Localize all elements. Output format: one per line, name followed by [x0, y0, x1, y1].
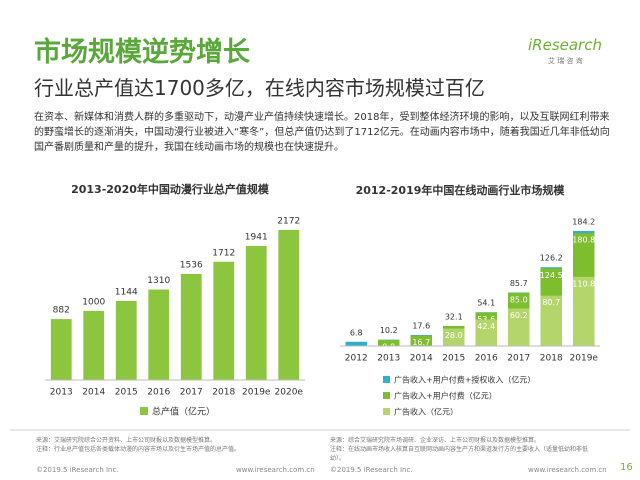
x-tick-label: 2014 [82, 388, 105, 398]
page-number: 16 [620, 462, 633, 473]
url: www.iresearch.com.cn [236, 466, 315, 474]
logo-sub: 艾 瑞 咨 询 [548, 57, 583, 65]
x-tick-label: 2017 [180, 388, 203, 398]
bar [443, 328, 465, 346]
bar [213, 261, 235, 380]
bar [345, 341, 367, 346]
x-tick-label: 2014 [410, 354, 433, 364]
value-label: 85.7 [510, 279, 528, 288]
note-text: 注释：在线动画市场收入核算自互联网动画内容生产方和渠道发行方的主要收入（适量低幼… [330, 446, 589, 462]
bar [50, 319, 72, 380]
value-label: 17.6 [412, 322, 430, 331]
bar [540, 295, 562, 346]
copyright: ©2019.5 iResearch Inc. [36, 466, 119, 474]
legend-swatch [140, 407, 148, 415]
subtitle: 行业总产值达1700多亿，在线内容市场规模过百亿 [34, 76, 485, 100]
value-label: 180.8 [572, 236, 595, 245]
source-text: 来源：艾瑞研究院综合公开资料、上市公司财报以及数据模型推算。 [36, 437, 217, 444]
x-tick-label: 2013 [50, 388, 73, 398]
value-label: 10.2 [380, 326, 398, 335]
x-tick-label: 2015 [442, 354, 465, 364]
value-label: 1000 [82, 297, 105, 307]
value-label: 16.7 [412, 338, 430, 347]
copyright: ©2019.5 iResearch Inc. [330, 466, 413, 474]
value-label: 882 [53, 306, 70, 316]
value-label: 9.8 [382, 342, 395, 351]
bar [573, 276, 595, 346]
value-label: 60.2 [510, 311, 528, 320]
legend-swatch [383, 376, 390, 383]
value-label: 80.7 [542, 298, 560, 307]
value-label: 184.2 [572, 218, 595, 227]
legend-label: 广告收入（亿元） [394, 407, 458, 417]
bar [508, 308, 530, 346]
source: 来源：综合艾瑞研究院市场调研、企业深访、上市公司财报以及数据模型推算。注释：在线… [330, 436, 600, 463]
value-label: 110.8 [572, 279, 595, 288]
legend-swatch [383, 408, 390, 415]
value-label: 1310 [147, 276, 170, 286]
value-label: 1712 [212, 248, 235, 258]
legend-label: 广告收入+用户付费（亿元） [394, 391, 497, 401]
source: 来源：艾瑞研究院综合公开资料、上市公司财报以及数据模型推算。注释：行业总产值包括… [36, 436, 240, 454]
note-text: 注释：行业总产值包括各类载体动漫的内容市场以及衍生市场产值的总产值。 [36, 446, 241, 453]
bar [278, 230, 300, 380]
value-label: 1941 [245, 232, 268, 242]
legend-swatch [383, 392, 390, 399]
chart-title: 2012-2019年中国在线动画行业市场规模 [355, 184, 565, 197]
value-label: 6.8 [350, 328, 363, 337]
value-label: 2172 [277, 217, 300, 227]
x-tick-label: 2016 [147, 388, 170, 398]
value-label: 1144 [115, 287, 138, 297]
source-text: 来源：综合艾瑞研究院市场调研、企业深访、上市公司财报以及数据模型推算。 [330, 437, 541, 444]
x-tick-label: 2015 [115, 388, 138, 398]
bar [148, 289, 170, 380]
value-label: 42.4 [477, 322, 495, 331]
x-tick-label: 2018 [540, 354, 563, 364]
value-label: 28.0 [445, 331, 463, 340]
x-tick-label: 2016 [475, 354, 498, 364]
body-text: 在资本、新媒体和消费人群的多重驱动下，动漫产业产值持续快速增长。2018年，受到… [34, 112, 610, 153]
bar [83, 310, 105, 380]
slide-title: 市场规模逆势增长 [34, 37, 250, 68]
legend-label: 总产值（亿元） [152, 406, 215, 418]
bar [378, 339, 400, 346]
bar [115, 300, 137, 380]
value-label: 85.0 [510, 295, 528, 304]
chart-title: 2013-2020年中国动漫行业总产值规模 [71, 182, 270, 196]
value-label: 54.1 [477, 299, 495, 308]
value-label: 124.5 [540, 271, 563, 280]
value-label: 1536 [180, 260, 203, 270]
x-tick-label: 2018 [212, 388, 235, 398]
bar [180, 273, 202, 380]
url: www.iresearch.com.cn [528, 466, 607, 474]
x-tick-label: 2017 [507, 354, 530, 364]
x-tick-label: 2020e [275, 388, 304, 398]
x-tick-label: 2019e [242, 388, 271, 398]
value-label: 32.1 [445, 312, 463, 321]
x-tick-label: 2012 [345, 354, 368, 364]
value-label: 126.2 [540, 254, 563, 263]
x-tick-label: 2019e [570, 354, 599, 364]
x-tick-label: 2013 [377, 354, 400, 364]
legend-label: 广告收入+用户付费+授权收入（亿元） [394, 375, 535, 385]
bar [410, 335, 432, 346]
bar [245, 245, 267, 380]
logo: iResearch [528, 36, 602, 54]
bar [475, 319, 497, 346]
